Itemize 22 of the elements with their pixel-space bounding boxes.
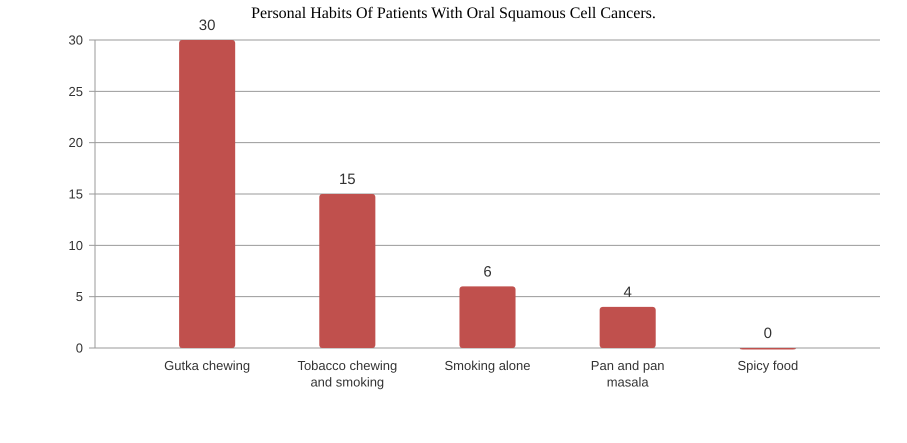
bar [179, 40, 236, 348]
data-label: 4 [624, 284, 632, 301]
data-label: 15 [338, 171, 356, 188]
y-tick-label: 5 [76, 289, 83, 304]
x-tick-label: Gutka chewing [164, 358, 250, 373]
y-tick-label: 25 [68, 84, 83, 99]
x-tick-label: Smoking alone [444, 358, 530, 373]
bar [319, 194, 376, 348]
data-label: 6 [483, 263, 492, 280]
x-tick-label: Tobacco chewing and smoking [297, 358, 398, 390]
data-label: 30 [198, 17, 216, 34]
y-tick-label: 30 [68, 32, 83, 48]
chart-title: Personal Habits Of Patients With Oral Squamous Cell Cancers. [251, 5, 656, 22]
y-tick-label: 15 [68, 186, 83, 202]
data-label: 0 [764, 325, 772, 342]
y-tick-label: 10 [68, 238, 83, 253]
y-tick-label: 20 [68, 135, 83, 150]
x-tick-label: Spicy food [738, 358, 798, 373]
x-tick-label: Pan and pan masala [590, 358, 665, 390]
bar [600, 306, 656, 348]
y-tick-label: 0 [76, 340, 83, 356]
bar [459, 286, 516, 348]
